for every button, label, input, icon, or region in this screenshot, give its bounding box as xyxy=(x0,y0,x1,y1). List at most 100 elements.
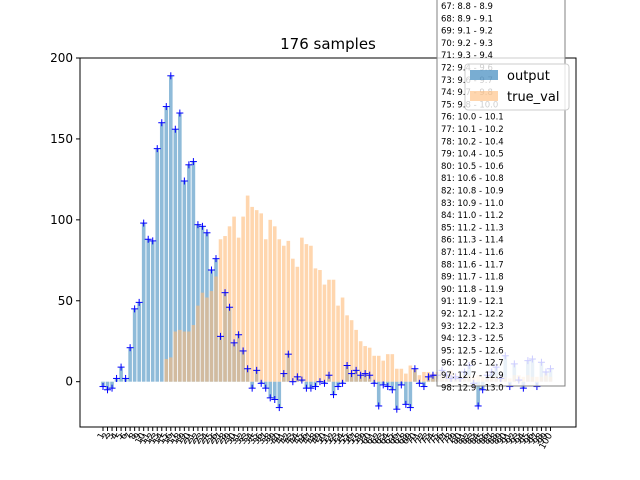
plot-area xyxy=(99,72,554,413)
axes: 0501001502001234567891011121314151617181… xyxy=(50,51,577,451)
y-tick-label: 50 xyxy=(58,294,73,308)
annotation-line: 77: 10.1 - 10.2 xyxy=(441,125,504,135)
true-val-bar xyxy=(178,329,182,382)
output-bar xyxy=(119,367,123,382)
x-tick-label: 12 xyxy=(143,432,157,447)
output-bar xyxy=(191,161,196,382)
true-val-bar xyxy=(372,355,376,382)
output-marker xyxy=(207,266,215,274)
x-tick-label: 82 xyxy=(459,432,473,447)
true-val-bar xyxy=(354,329,358,382)
annotation-line: 82: 10.8 - 10.9 xyxy=(441,187,504,197)
output-marker xyxy=(370,379,378,387)
true-val-bar xyxy=(245,195,250,382)
output-bar xyxy=(272,381,277,400)
output-marker xyxy=(117,363,125,371)
x-tick-label: 87 xyxy=(482,432,496,447)
output-marker xyxy=(266,394,274,402)
output-marker xyxy=(158,119,166,127)
true-val-bar xyxy=(214,276,218,382)
true-val-bar xyxy=(200,292,205,382)
true-val-bar xyxy=(313,268,318,382)
output-marker xyxy=(162,103,170,111)
output-marker xyxy=(189,158,197,166)
output-marker xyxy=(235,331,243,339)
output-bar xyxy=(187,164,191,382)
output-marker xyxy=(348,370,356,378)
output-marker xyxy=(275,404,283,412)
x-tick-label: 1 xyxy=(96,432,108,442)
output-marker xyxy=(122,374,130,382)
output-marker xyxy=(108,384,116,392)
output-bar xyxy=(173,129,178,382)
true-val-bar xyxy=(385,354,390,382)
x-tick-label: 27 xyxy=(211,432,225,447)
true-val-bar xyxy=(191,325,196,382)
output-bar xyxy=(376,381,381,406)
output-marker xyxy=(406,404,414,412)
output-marker xyxy=(126,344,134,352)
output-marker xyxy=(99,383,107,391)
true-val-bar xyxy=(367,347,372,382)
annotation-line: 76: 10.0 - 10.1 xyxy=(441,113,504,123)
legend: output true_val xyxy=(464,63,570,111)
output-marker xyxy=(320,379,328,387)
true-val-bar xyxy=(349,320,354,382)
output-bar xyxy=(277,381,282,408)
true-val-bar xyxy=(404,373,408,382)
output-marker xyxy=(334,383,342,391)
output-marker xyxy=(420,383,428,391)
output-marker xyxy=(113,374,121,382)
output-bar xyxy=(196,224,200,382)
true-val-bar xyxy=(209,291,214,382)
annotation-line: 78: 10.2 - 10.4 xyxy=(441,137,504,147)
output-bar xyxy=(390,381,395,390)
true-val-bar xyxy=(218,239,223,382)
true-val-bar xyxy=(395,368,399,382)
true-val-bar xyxy=(340,297,345,382)
true-val-bar xyxy=(363,346,367,382)
output-marker xyxy=(280,370,288,378)
y-tick-label: 100 xyxy=(50,213,73,227)
output-marker xyxy=(307,384,315,392)
true-val-bar xyxy=(223,236,227,382)
x-tick-label: 81 xyxy=(455,432,469,447)
x-tick-label: 23 xyxy=(193,432,207,447)
x-tick-label: 75 xyxy=(428,432,442,447)
output-marker xyxy=(257,379,265,387)
output-bar xyxy=(159,122,164,382)
legend-label: true_val xyxy=(507,90,559,105)
x-tick-label: 4 xyxy=(110,431,122,441)
output-bar xyxy=(268,381,273,398)
annotation-line: 69: 9.1 - 9.2 xyxy=(441,27,493,37)
output-marker xyxy=(140,219,148,227)
annotation-line: 79: 10.4 - 10.5 xyxy=(441,150,504,160)
true-val-bar xyxy=(327,279,331,382)
x-tick-label: 13 xyxy=(147,432,161,447)
x-tick-label: 55 xyxy=(337,432,351,447)
output-marker xyxy=(479,386,487,394)
true-val-bar xyxy=(295,266,300,382)
annotation-line: 70: 9.2 - 9.3 xyxy=(441,39,493,49)
x-tick-label: 9 xyxy=(132,431,144,441)
x-tick-label: 63 xyxy=(373,432,387,447)
annotation-line: 95: 12.5 - 12.6 xyxy=(441,346,504,356)
output-bar xyxy=(105,381,110,390)
output-marker xyxy=(375,402,383,410)
output-marker xyxy=(262,384,270,392)
x-tick-label: 93 xyxy=(509,432,523,447)
x-tick-label: 8 xyxy=(128,431,140,441)
plot-frame xyxy=(79,57,577,428)
true-val-bar xyxy=(232,216,236,382)
true-val-bar xyxy=(408,365,413,382)
output-marker xyxy=(411,365,419,373)
true-val-bar xyxy=(259,213,263,382)
x-tick-label: 97 xyxy=(527,432,541,447)
output-marker xyxy=(253,366,261,374)
output-marker xyxy=(402,400,410,408)
output-marker xyxy=(167,72,175,80)
x-tick-label: 83 xyxy=(464,432,478,447)
output-bar xyxy=(141,223,146,382)
true-val-bar xyxy=(241,216,245,382)
